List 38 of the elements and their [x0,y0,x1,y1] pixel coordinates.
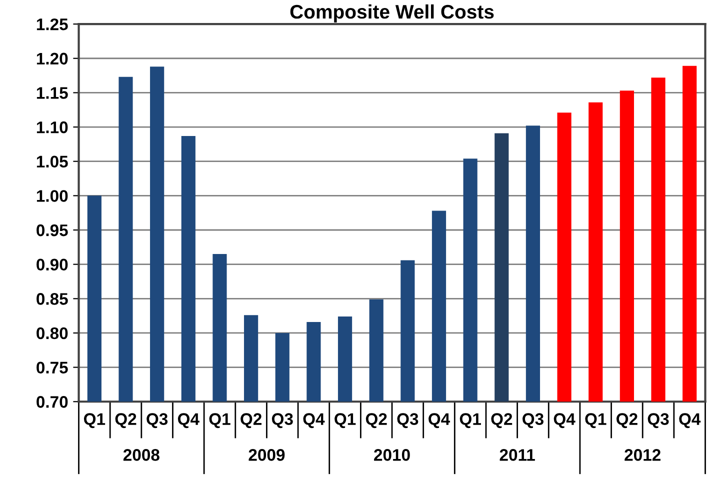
x-tick-label: Q1 [460,413,481,428]
x-tick-label: Q1 [84,413,106,428]
text: 2010 [374,449,410,461]
x-tick-label: Q4 [303,413,325,428]
text: 2009 [248,449,285,461]
x-tick-label: Q2 [491,413,512,428]
x-tick-label: Q2 [240,413,262,428]
x-tick-label: Q3 [648,413,669,428]
y-tick-label: 1.05 [36,156,68,168]
x-tick-label: Q1 [209,413,230,428]
x-tick-label: Q3 [397,413,418,428]
x-tick-label: Q4 [554,413,576,428]
y-tick-label: 1.20 [36,52,68,65]
y-tick-label: 1.10 [36,121,68,134]
y-tick-label: 0.90 [36,258,68,271]
x-tick-label: Q3 [146,413,168,428]
text: 2012 [624,449,660,461]
x-tick-label: Q2 [616,413,638,428]
y-tick-label: 1.15 [36,87,68,99]
y-tick-label: 0.70 [36,396,68,408]
x-tick-label: Q4 [178,413,200,428]
y-tick-label: 0.95 [36,224,68,236]
y-tick-label: 0.80 [36,327,68,340]
y-tick-label: 0.85 [36,293,68,305]
text: 2008 [123,449,160,461]
x-tick-label: Q3 [272,413,293,428]
x-tick-label: Q3 [522,413,544,428]
x-tick-label: Q2 [115,413,136,428]
y-tick-label: 1.00 [36,190,68,202]
y-tick-label: 0.75 [36,362,68,374]
x-tick-label: Q4 [679,413,701,428]
x-tick-label: Q1 [585,413,606,428]
chart-title: Composite Well Costs [290,4,494,23]
x-tick-label: Q4 [428,413,450,428]
x-tick-label: Q2 [366,413,387,428]
text: 2011 [500,449,535,461]
x-tick-label: Q1 [334,413,356,428]
y-tick-label: 1.25 [36,18,68,30]
